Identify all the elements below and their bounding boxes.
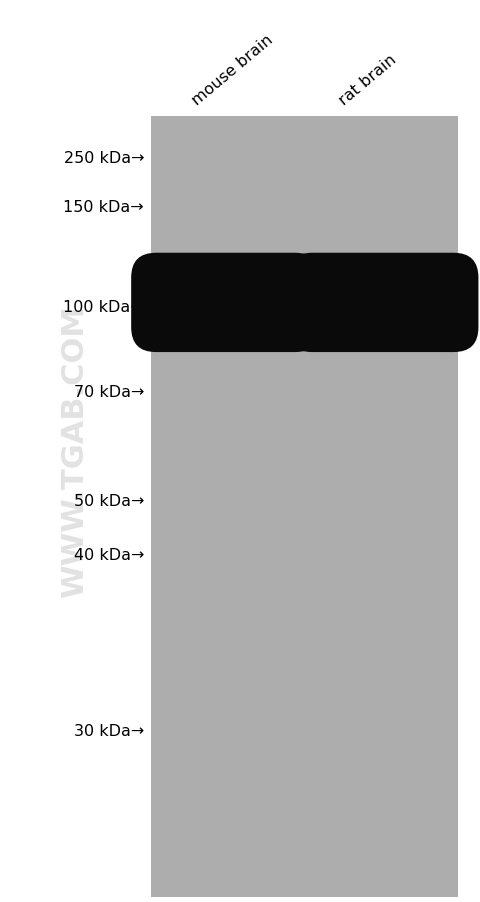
Text: 150 kDa→: 150 kDa→ — [63, 200, 144, 215]
FancyBboxPatch shape — [150, 283, 301, 323]
FancyBboxPatch shape — [141, 269, 310, 337]
FancyBboxPatch shape — [290, 259, 475, 347]
FancyBboxPatch shape — [302, 278, 463, 328]
FancyBboxPatch shape — [296, 268, 470, 338]
FancyBboxPatch shape — [143, 272, 308, 334]
FancyBboxPatch shape — [134, 259, 317, 347]
Bar — [151, 117, 458, 897]
FancyBboxPatch shape — [137, 262, 314, 344]
FancyBboxPatch shape — [144, 274, 307, 332]
FancyBboxPatch shape — [133, 257, 318, 349]
Text: rat brain: rat brain — [336, 52, 399, 108]
Text: 50 kDa→: 50 kDa→ — [73, 493, 144, 508]
FancyBboxPatch shape — [131, 253, 320, 353]
FancyBboxPatch shape — [294, 264, 472, 342]
FancyBboxPatch shape — [145, 276, 306, 330]
FancyBboxPatch shape — [299, 272, 467, 334]
Text: 30 kDa→: 30 kDa→ — [74, 723, 144, 738]
FancyBboxPatch shape — [139, 266, 312, 340]
Text: mouse brain: mouse brain — [190, 32, 276, 108]
FancyBboxPatch shape — [287, 253, 479, 353]
FancyBboxPatch shape — [142, 271, 309, 336]
FancyBboxPatch shape — [140, 268, 312, 338]
Text: 70 kDa→: 70 kDa→ — [73, 385, 144, 400]
FancyBboxPatch shape — [289, 257, 476, 349]
FancyBboxPatch shape — [146, 278, 305, 328]
FancyBboxPatch shape — [303, 280, 462, 327]
FancyBboxPatch shape — [298, 271, 468, 336]
Text: WWW.TGAB.COM: WWW.TGAB.COM — [60, 305, 89, 597]
Text: 100 kDa→: 100 kDa→ — [63, 299, 144, 314]
FancyBboxPatch shape — [306, 283, 460, 323]
FancyBboxPatch shape — [301, 276, 464, 330]
FancyBboxPatch shape — [293, 262, 473, 344]
FancyBboxPatch shape — [297, 269, 468, 337]
Text: 40 kDa→: 40 kDa→ — [73, 548, 144, 562]
FancyBboxPatch shape — [147, 280, 304, 327]
FancyBboxPatch shape — [295, 266, 471, 340]
Text: 250 kDa→: 250 kDa→ — [63, 151, 144, 165]
FancyBboxPatch shape — [291, 261, 474, 345]
FancyBboxPatch shape — [148, 281, 303, 325]
FancyBboxPatch shape — [288, 255, 477, 351]
FancyBboxPatch shape — [132, 255, 319, 351]
FancyBboxPatch shape — [138, 264, 313, 342]
FancyBboxPatch shape — [135, 261, 316, 345]
FancyBboxPatch shape — [300, 274, 466, 332]
FancyBboxPatch shape — [304, 281, 461, 325]
